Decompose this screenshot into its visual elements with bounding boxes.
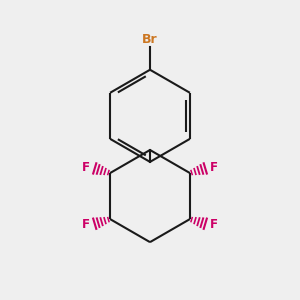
Text: F: F xyxy=(82,218,90,231)
Text: F: F xyxy=(210,218,218,231)
Text: F: F xyxy=(210,161,218,174)
Text: F: F xyxy=(82,161,90,174)
Text: Br: Br xyxy=(142,33,158,46)
